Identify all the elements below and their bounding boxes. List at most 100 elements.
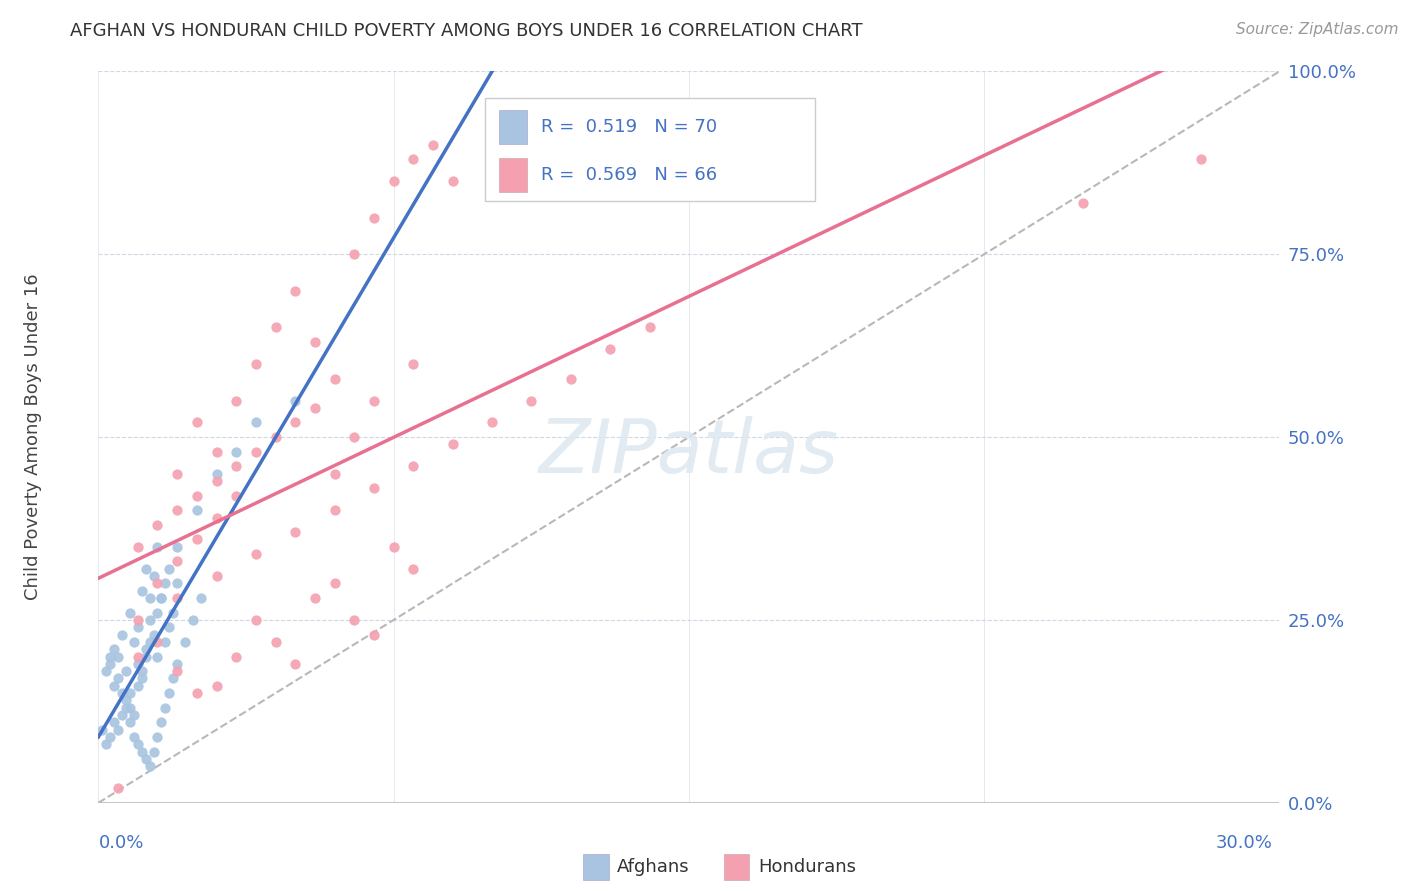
Point [323, 503, 346, 517]
Text: R =  0.569   N = 66: R = 0.569 N = 66 [541, 166, 717, 184]
Point [131, 664, 153, 678]
Point [363, 211, 385, 225]
Point [264, 430, 287, 444]
Point [142, 569, 165, 583]
Point [111, 627, 134, 641]
Point [155, 576, 177, 591]
Point [98, 649, 121, 664]
Point [382, 540, 405, 554]
Point [304, 591, 326, 605]
Point [166, 657, 188, 671]
Point [135, 649, 157, 664]
Point [166, 503, 188, 517]
Point [166, 664, 188, 678]
Point [122, 730, 145, 744]
Point [135, 752, 157, 766]
Point [142, 745, 165, 759]
Text: Hondurans: Hondurans [758, 858, 856, 876]
Point [441, 437, 464, 451]
Point [150, 715, 173, 730]
Point [162, 606, 184, 620]
Point [402, 152, 425, 166]
Point [138, 613, 160, 627]
Point [402, 357, 425, 371]
Point [343, 247, 366, 261]
Point [284, 416, 307, 430]
Point [323, 576, 346, 591]
Point [205, 510, 228, 524]
Point [225, 649, 247, 664]
Point [146, 576, 169, 591]
Point [363, 393, 385, 408]
Point [166, 467, 188, 481]
Point [304, 334, 326, 349]
Point [343, 613, 366, 627]
Point [127, 613, 149, 627]
Point [186, 489, 208, 503]
Text: 0.0%: 0.0% [98, 834, 143, 852]
Point [382, 174, 405, 188]
Text: Source: ZipAtlas.com: Source: ZipAtlas.com [1236, 22, 1399, 37]
Point [118, 606, 141, 620]
Point [135, 562, 157, 576]
Point [98, 730, 121, 744]
Point [225, 444, 247, 458]
Point [599, 343, 621, 357]
Point [422, 137, 444, 152]
Point [638, 320, 661, 334]
Point [190, 591, 212, 605]
Point [1071, 196, 1094, 211]
Point [560, 371, 582, 385]
Point [402, 459, 425, 474]
Point [107, 672, 129, 686]
Point [245, 613, 267, 627]
Point [131, 745, 153, 759]
Point [225, 489, 247, 503]
Point [122, 708, 145, 723]
Point [264, 635, 287, 649]
Point [186, 533, 208, 547]
Point [205, 467, 228, 481]
Point [96, 664, 118, 678]
Point [138, 591, 160, 605]
Point [135, 642, 157, 657]
Point [127, 620, 149, 634]
Text: ZIPatlas: ZIPatlas [538, 416, 839, 488]
Point [174, 635, 197, 649]
Point [122, 635, 145, 649]
Point [146, 540, 169, 554]
Point [225, 393, 247, 408]
Point [205, 679, 228, 693]
Point [111, 686, 134, 700]
Point [205, 474, 228, 488]
Point [284, 284, 307, 298]
Point [166, 554, 188, 568]
Point [157, 562, 180, 576]
Point [115, 700, 138, 714]
Point [146, 635, 169, 649]
Point [284, 525, 307, 540]
Point [150, 591, 173, 605]
Point [166, 591, 188, 605]
Point [186, 686, 208, 700]
Point [107, 781, 129, 796]
Point [186, 416, 208, 430]
Point [127, 657, 149, 671]
Point [284, 657, 307, 671]
Point [115, 693, 138, 707]
Point [520, 393, 543, 408]
Point [181, 613, 204, 627]
Text: 30.0%: 30.0% [1216, 834, 1272, 852]
Point [225, 459, 247, 474]
Point [138, 635, 160, 649]
Point [363, 481, 385, 495]
Point [131, 672, 153, 686]
Text: R =  0.519   N = 70: R = 0.519 N = 70 [541, 118, 717, 136]
Point [111, 708, 134, 723]
Point [103, 642, 125, 657]
Point [127, 649, 149, 664]
Point [1189, 152, 1212, 166]
Point [98, 657, 121, 671]
Point [162, 672, 184, 686]
Point [304, 401, 326, 415]
